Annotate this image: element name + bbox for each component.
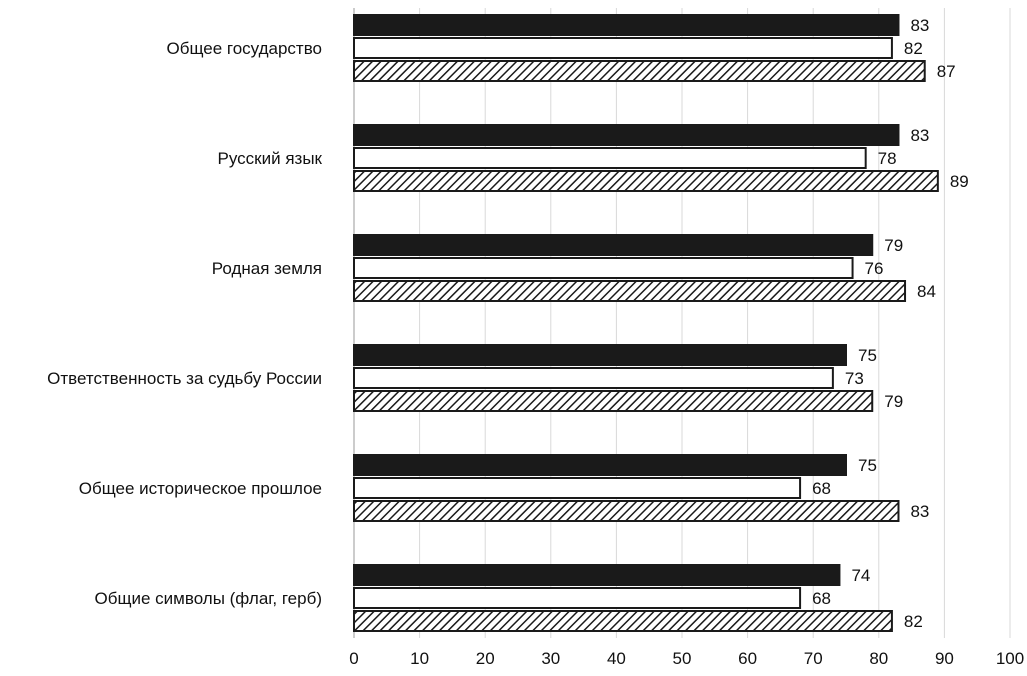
x-tick-label: 0 (349, 649, 358, 668)
data-label: 68 (812, 589, 831, 608)
category-labels: Общее государство Русский язык Родная земл… (47, 39, 322, 608)
data-label: 75 (858, 346, 877, 365)
category-label: Общее государство (166, 39, 322, 58)
x-tick-label: 40 (607, 649, 626, 668)
gridlines (353, 8, 1011, 638)
data-label: 84 (917, 282, 936, 301)
data-label: 74 (851, 566, 870, 585)
bar-hatched (353, 280, 907, 302)
bar-solid (353, 454, 847, 476)
data-label: 87 (937, 62, 956, 81)
data-label: 79 (884, 392, 903, 411)
bar-outline (353, 257, 854, 279)
x-axis-ticks: 0 10 20 30 40 50 60 70 80 90 100 (349, 649, 1024, 668)
bar-outline (353, 367, 834, 389)
x-tick-label: 70 (804, 649, 823, 668)
data-label: 83 (910, 126, 929, 145)
data-label: 78 (878, 149, 897, 168)
bars (353, 14, 939, 632)
bar-outline (353, 587, 802, 609)
x-tick-label: 60 (738, 649, 757, 668)
bar-solid (353, 14, 900, 36)
data-label: 83 (910, 16, 929, 35)
data-label: 73 (845, 369, 864, 388)
x-tick-label: 80 (869, 649, 888, 668)
x-tick-label: 20 (476, 649, 495, 668)
category-label: Родная земля (212, 259, 322, 278)
data-label: 75 (858, 456, 877, 475)
data-label: 89 (950, 172, 969, 191)
x-tick-label: 10 (410, 649, 429, 668)
bar-outline (353, 477, 802, 499)
category-label: Русский язык (218, 149, 323, 168)
bar-solid (353, 234, 874, 256)
data-label: 79 (884, 236, 903, 255)
bar-hatched (353, 170, 939, 192)
bar-hatched (353, 390, 874, 412)
bar-hatched (353, 500, 900, 522)
bar-solid (353, 124, 900, 146)
data-label: 82 (904, 612, 923, 631)
category-label: Общее историческое прошлое (79, 479, 322, 498)
x-tick-label: 50 (673, 649, 692, 668)
data-label: 83 (910, 502, 929, 521)
bar-solid (353, 344, 847, 366)
bar-outline (353, 147, 867, 169)
bar-hatched (353, 60, 926, 82)
x-tick-label: 100 (996, 649, 1024, 668)
bar-hatched (353, 610, 893, 632)
bar-solid (353, 564, 841, 586)
x-tick-label: 30 (541, 649, 560, 668)
data-label: 76 (865, 259, 884, 278)
data-label: 68 (812, 479, 831, 498)
bar-outline (353, 37, 893, 59)
x-tick-label: 90 (935, 649, 954, 668)
category-label: Ответственность за судьбу России (47, 369, 322, 388)
category-label: Общие символы (флаг, герб) (95, 589, 322, 608)
data-label: 82 (904, 39, 923, 58)
